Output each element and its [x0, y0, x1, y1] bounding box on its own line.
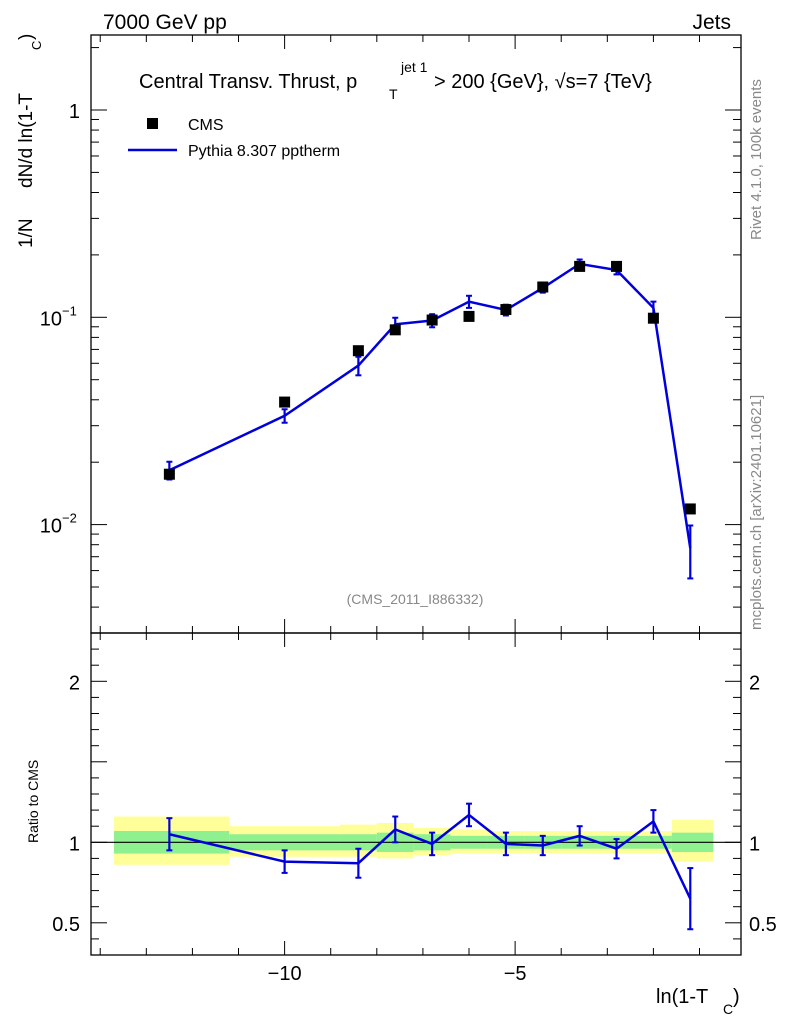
x-label-sub: C: [723, 1001, 733, 1017]
y-tick-exponent: −2: [62, 511, 77, 526]
legend-cms-marker: [147, 118, 158, 129]
title-sup: jet 1: [400, 59, 428, 75]
y-tick-label: 10: [40, 308, 62, 330]
header-left: 7000 GeV pp: [103, 11, 227, 34]
x-tick-label: −5: [504, 963, 527, 985]
y-label-prefix: 1/N: [16, 218, 37, 248]
ratio-y-label: Ratio to CMS: [25, 760, 41, 843]
ratio-bands: [91, 816, 741, 865]
cms-data-point: [163, 468, 175, 480]
legend-mc-label: Pythia 8.307 pptherm: [188, 143, 340, 160]
title-sub: T: [389, 86, 398, 102]
ratio-y-tick-label: 1: [69, 833, 80, 855]
y-tick-label: 1: [69, 101, 80, 123]
title-main: Central Transv. Thrust, p: [139, 71, 357, 93]
title-rest: > 200 {GeV}, √s=7 {TeV}: [434, 71, 652, 93]
ratio-plot-marks: [166, 802, 694, 931]
cms-data-point: [574, 260, 586, 272]
legend-cms-label: CMS: [188, 117, 224, 134]
legend: CMS Pythia 8.307 pptherm: [128, 117, 340, 160]
x-tick-label: −10: [268, 963, 302, 985]
cms-data-point: [426, 314, 438, 326]
cms-data-point: [463, 310, 475, 322]
y-axis-label: 1/N dN/d ln(1-T C ): [16, 34, 44, 248]
cms-data-point: [389, 324, 401, 336]
cms-data-point: [352, 345, 364, 357]
ratio-frame: [90, 632, 742, 956]
analysis-watermark: (CMS_2011_I886332): [347, 591, 484, 607]
x-label-end: ): [733, 986, 740, 1008]
y-tick-exponent: −1: [62, 303, 77, 318]
main-plot-marks: [163, 258, 696, 580]
ratio-y-tick-label-right: 2: [749, 672, 760, 694]
cms-data-point: [647, 312, 659, 324]
ratio-y-tick-label: 0.5: [52, 914, 80, 936]
cms-data-point: [500, 304, 512, 316]
header-right: Jets: [692, 11, 731, 34]
plot-title: Central Transv. Thrust, p T jet 1 > 200 …: [139, 59, 652, 102]
ratio-y-tick-label: 2: [69, 672, 80, 694]
mcplots-label: mcplots.cern.ch [arXiv:2401.10621]: [748, 395, 765, 630]
ratio-series-line: [169, 813, 692, 900]
ratio-y-tick-label-right: 0.5: [749, 914, 777, 936]
y-tick-label: 10: [40, 516, 62, 538]
rivet-label: Rivet 4.1.0, 100k events: [748, 79, 765, 240]
cms-data-point: [279, 396, 291, 408]
y-label-main: dN/d ln(1-T: [16, 93, 37, 188]
x-axis-label: ln(1-T C ): [656, 986, 740, 1017]
x-label-main: ln(1-T: [656, 986, 708, 1008]
cms-data-point: [537, 281, 549, 293]
y-label-end: ): [16, 34, 37, 40]
ratio-y-tick-label-right: 1: [749, 833, 760, 855]
cms-data-point: [684, 503, 696, 515]
mc-series-line: [168, 262, 692, 549]
cms-data-point: [611, 260, 623, 272]
y-label-sub: C: [29, 41, 44, 50]
